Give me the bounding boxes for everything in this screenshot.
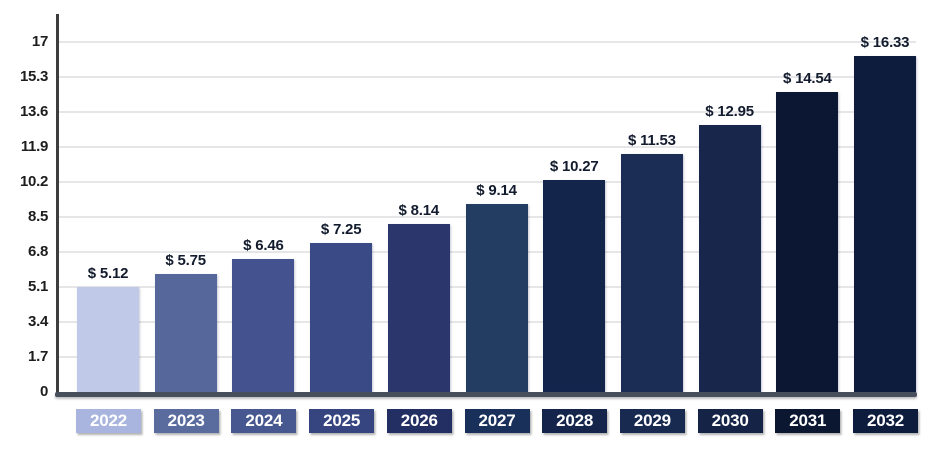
x-category-label: 2024 (245, 411, 283, 430)
bar-2028 (543, 180, 606, 392)
x-category-label: 2025 (323, 411, 361, 430)
bar-value-label: $ 7.25 (320, 220, 362, 238)
gridline (57, 111, 916, 113)
bar-value-label: $ 8.14 (398, 202, 440, 220)
x-category-box: 2025 (309, 409, 375, 433)
x-category-box: 2031 (775, 409, 841, 433)
bar-value-label: $ 12.95 (705, 103, 754, 121)
gridline (57, 41, 916, 43)
y-tick-label: 10.2 (20, 172, 48, 190)
bar-value-label: $ 5.75 (165, 251, 206, 269)
x-category-label: 2026 (400, 411, 438, 430)
bar-2030 (698, 125, 761, 392)
y-tick-label: 15.3 (20, 67, 48, 85)
x-category-box: 2032 (853, 409, 918, 433)
x-category-label: 2032 (866, 411, 905, 430)
x-category-box: 2023 (153, 409, 219, 433)
x-category-box: 2028 (542, 409, 608, 433)
bar-value-label: $ 11.53 (627, 132, 676, 150)
x-category-label: 2027 (478, 411, 516, 430)
x-category-label: 2023 (167, 411, 205, 430)
x-category-label: 2029 (633, 411, 671, 430)
bar-value-label: $ 14.54 (782, 70, 832, 88)
y-tick-label: 13.6 (20, 102, 48, 120)
x-category-box: 2027 (464, 409, 530, 433)
x-baseline (55, 391, 917, 397)
y-tick-label: 11.9 (20, 137, 48, 155)
y-axis-line (56, 14, 59, 394)
bar-2025 (310, 242, 373, 392)
bar-value-label: $ 16.33 (860, 33, 910, 51)
y-tick-label: 8.5 (28, 207, 48, 225)
y-tick-label: 1.7 (28, 347, 48, 365)
y-tick-label: 6.8 (28, 242, 48, 260)
gridline (57, 181, 916, 183)
x-category-box: 2022 (76, 409, 141, 433)
bar-2023 (154, 273, 217, 392)
gridline (57, 146, 916, 148)
bar-2026 (387, 224, 450, 392)
x-category-box: 2026 (386, 409, 452, 433)
bar-value-label: $ 10.27 (549, 158, 599, 176)
x-category-box: 2030 (697, 409, 763, 433)
x-category-label: 2028 (556, 411, 594, 430)
bar-2022 (77, 286, 139, 392)
bar-value-label: $ 6.46 (243, 236, 284, 254)
bar-value-label: $ 5.12 (87, 264, 129, 282)
y-tick-label: 3.4 (28, 312, 48, 330)
y-tick-label: 17 (31, 32, 48, 50)
bar-2024 (232, 258, 295, 392)
x-category-label: 2022 (89, 411, 128, 430)
x-category-box: 2029 (619, 409, 685, 433)
bar-2029 (620, 154, 683, 392)
x-category-box: 2024 (231, 409, 297, 433)
bar-2031 (776, 92, 839, 392)
bar-2027 (465, 203, 528, 392)
y-tick-label: 0 (39, 383, 48, 400)
x-category-label: 2031 (789, 411, 827, 430)
y-tick-label: 5.1 (28, 277, 48, 295)
bar-value-label: $ 9.14 (476, 181, 517, 199)
bar-2032 (854, 55, 916, 392)
x-category-label: 2030 (711, 411, 749, 430)
gridline (57, 76, 916, 78)
